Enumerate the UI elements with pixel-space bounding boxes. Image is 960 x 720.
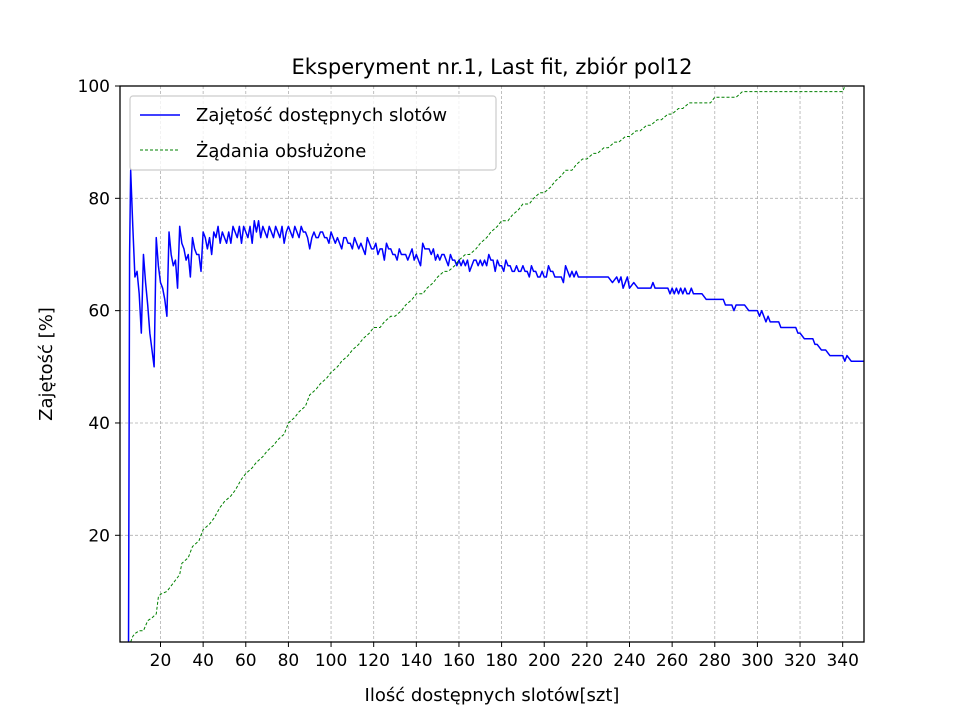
x-tick-label: 60	[235, 651, 257, 671]
series-layer	[127, 86, 864, 642]
x-tick-label: 120	[357, 651, 389, 671]
x-tick-label: 140	[400, 651, 432, 671]
x-tick-label: 80	[278, 651, 300, 671]
x-tick-label: 180	[485, 651, 517, 671]
x-tick-label: 320	[784, 651, 816, 671]
x-tick-label: 200	[528, 651, 560, 671]
y-tick-label: 80	[88, 189, 110, 209]
legend-label-served: Żądania obsłużone	[196, 141, 366, 162]
chart-title: Eksperyment nr.1, Last fit, zbiór pol12	[292, 55, 693, 79]
x-tick-label: 260	[656, 651, 688, 671]
ticks: 20 40 60 80 100 120 140 160 180 200 220 240 260 280 30…	[78, 77, 859, 671]
legend-box	[129, 95, 497, 171]
y-tick-label: 100	[78, 77, 110, 97]
x-tick-label: 280	[699, 651, 731, 671]
y-tick-label: 40	[88, 414, 110, 434]
x-tick-label: 220	[571, 651, 603, 671]
y-tick-label: 20	[88, 526, 110, 546]
legend-label-occupancy: Zajętość dostępnych slotów	[196, 105, 447, 126]
x-tick-label: 340	[826, 651, 858, 671]
x-tick-label: 40	[192, 651, 214, 671]
y-axis-label: Zajętość [%]	[36, 307, 57, 421]
x-tick-label: 300	[741, 651, 773, 671]
series-line-served	[130, 86, 846, 642]
x-axis-label: Ilość dostępnych slotów[szt]	[365, 685, 620, 706]
x-tick-label: 160	[443, 651, 475, 671]
legend: Zajętość dostępnych slotów Żądania obsłu…	[129, 95, 497, 171]
y-tick-label: 60	[88, 302, 110, 322]
x-tick-label: 100	[315, 651, 347, 671]
x-tick-label: 20	[150, 651, 172, 671]
x-tick-label: 240	[613, 651, 645, 671]
plot-frame	[119, 85, 865, 643]
series-line-occupancy	[127, 169, 864, 642]
plot-background	[120, 86, 864, 642]
